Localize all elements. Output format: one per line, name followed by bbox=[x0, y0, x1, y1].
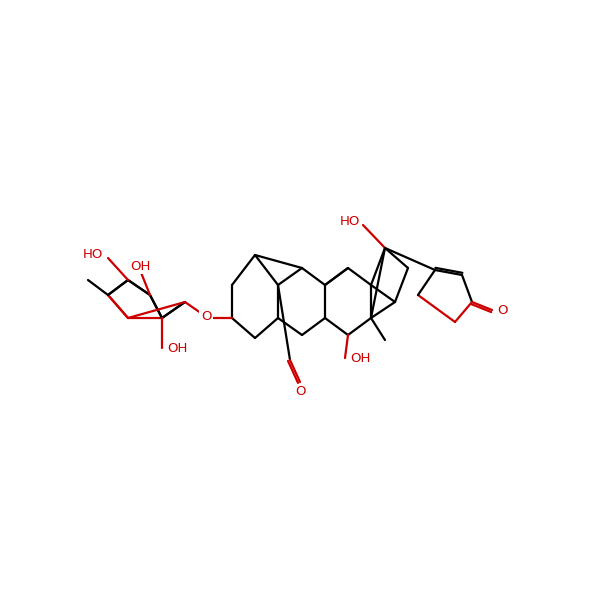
Text: OH: OH bbox=[167, 341, 187, 355]
Text: O: O bbox=[295, 385, 305, 398]
Text: O: O bbox=[497, 304, 508, 317]
Text: HO: HO bbox=[83, 248, 103, 261]
Text: HO: HO bbox=[340, 215, 360, 228]
Text: OH: OH bbox=[350, 352, 370, 364]
Text: OH: OH bbox=[130, 260, 150, 273]
Text: O: O bbox=[201, 310, 211, 323]
